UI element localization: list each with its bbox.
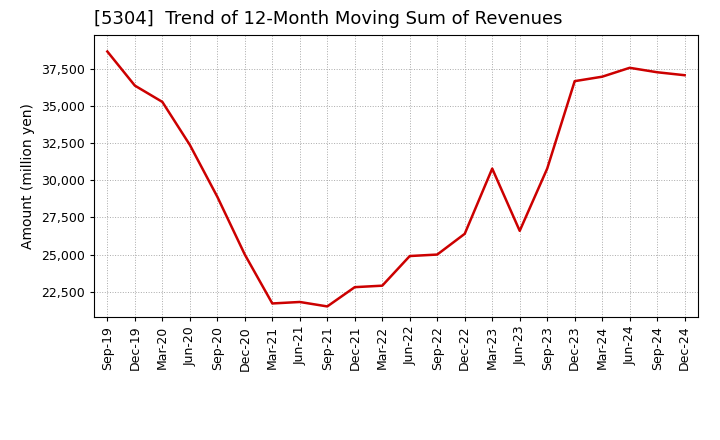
Y-axis label: Amount (million yen): Amount (million yen) (21, 103, 35, 249)
Text: [5304]  Trend of 12-Month Moving Sum of Revenues: [5304] Trend of 12-Month Moving Sum of R… (94, 10, 562, 28)
